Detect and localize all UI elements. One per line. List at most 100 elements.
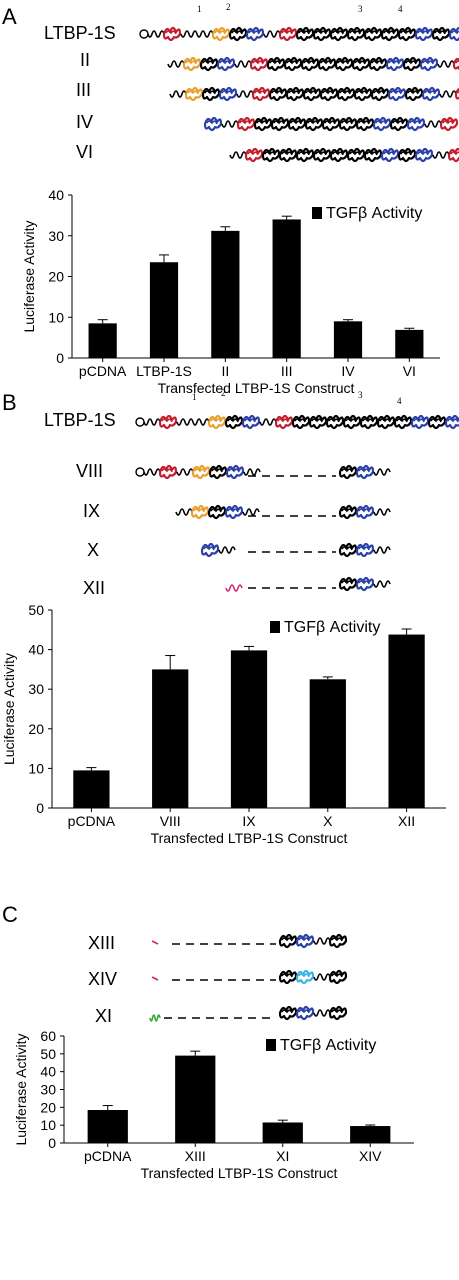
bar (87, 1110, 128, 1143)
egf-domain (389, 116, 409, 132)
signal-peptide (135, 467, 145, 477)
linker (221, 120, 239, 128)
construct-label-c-xiii: XIII (88, 933, 115, 953)
egf-domain (312, 147, 332, 163)
egf-domain (402, 56, 422, 72)
tb-domain (218, 86, 238, 102)
egf-domain (201, 86, 221, 102)
linker (424, 120, 442, 128)
egf-domain (338, 504, 358, 520)
domain-number-4: 4 (398, 4, 403, 14)
orange-domain (184, 86, 204, 102)
red-domain (274, 414, 294, 430)
orange-domain (207, 414, 227, 430)
egf-domain (368, 56, 388, 72)
y-axis-title: Luciferase Activity (21, 220, 37, 332)
linker (234, 60, 252, 68)
tb-domain (200, 542, 220, 558)
domain-number-3: 3 (358, 4, 363, 14)
domain-number-b-2: 2 (221, 388, 226, 398)
tb-domain (444, 414, 459, 430)
egf-domain (321, 116, 341, 132)
linker (236, 90, 254, 98)
x-tick-label: X (323, 813, 333, 829)
tb-domain (295, 933, 315, 949)
egf-domain (334, 56, 354, 72)
x-axis-title: Transfected LTBP-1S Construct (151, 830, 348, 846)
red-domain (452, 57, 459, 71)
tb-domain (372, 116, 392, 132)
x-tick-label: II (221, 363, 229, 379)
orange-domain (191, 464, 211, 480)
bar (262, 1122, 303, 1143)
egf-domain (393, 414, 413, 430)
egf-domain (208, 464, 228, 480)
signal-peptide (135, 417, 145, 427)
egf-domain (199, 56, 219, 72)
orange-domain (211, 26, 231, 42)
linker (243, 468, 261, 476)
legend-swatch (312, 207, 322, 219)
green-linker (149, 1014, 161, 1022)
x-tick-label: VI (403, 363, 416, 379)
linker (242, 508, 260, 516)
red-domain (439, 116, 459, 132)
bar (333, 321, 363, 358)
tb-domain (355, 542, 375, 558)
egf-domain (376, 414, 396, 430)
red-domain (236, 116, 256, 132)
tb-domain (295, 1005, 315, 1021)
tb-domain (410, 414, 430, 430)
y-tick-label: 30 (48, 228, 64, 244)
egf-domain (397, 147, 417, 163)
construct-label-a-iii: III (76, 80, 91, 100)
construct-label-b-viii: VIII (76, 461, 103, 481)
x-tick-label: pCDNA (84, 1148, 132, 1164)
linker (373, 546, 391, 554)
linker (313, 973, 331, 981)
bar (152, 669, 189, 808)
y-tick-label: 10 (48, 309, 64, 325)
linker (167, 60, 185, 68)
red-domain (249, 56, 269, 72)
y-tick-label: 40 (48, 187, 64, 203)
y-tick-label: 0 (36, 800, 44, 816)
egf-domain (397, 26, 417, 42)
egf-domain (359, 414, 379, 430)
egf-domain (319, 86, 339, 102)
x-axis-title: Transfected LTBP-1S Construct (141, 1165, 338, 1181)
legend-swatch (270, 621, 280, 633)
egf-domain (346, 147, 366, 163)
linker (259, 418, 277, 426)
egf-domain (308, 414, 328, 430)
egf-domain (278, 933, 298, 949)
bar (309, 679, 346, 808)
tb-domain (245, 26, 265, 42)
egf-domain (295, 26, 315, 42)
x-tick-label: VIII (160, 813, 181, 829)
linker (373, 508, 391, 516)
chart-panel-b: 0 10 20 30 40 50 pCDNA VIII IX X XII Transfected LT… (1, 602, 446, 846)
orange-domain (190, 504, 210, 520)
x-tick-label: LTBP-1S (136, 363, 192, 379)
egf-domain (431, 26, 451, 42)
egf-domain (329, 26, 349, 42)
egf-domain (295, 147, 315, 163)
egf-domain (338, 542, 358, 558)
construct-label-a-iv: IV (76, 112, 93, 132)
bar (149, 262, 179, 358)
egf-domain (207, 504, 227, 520)
red-domain (244, 147, 264, 163)
tb-domain (414, 26, 434, 42)
red-domain (158, 414, 178, 430)
x-tick-label: III (281, 363, 293, 379)
egf-domain (427, 414, 447, 430)
tb-domain (216, 56, 236, 72)
bar (88, 323, 117, 358)
linker (169, 90, 187, 98)
legend-label: TGFβ Activity (280, 1037, 376, 1054)
magenta-linker (225, 584, 243, 592)
bar (388, 634, 425, 808)
egf-domain (224, 414, 244, 430)
